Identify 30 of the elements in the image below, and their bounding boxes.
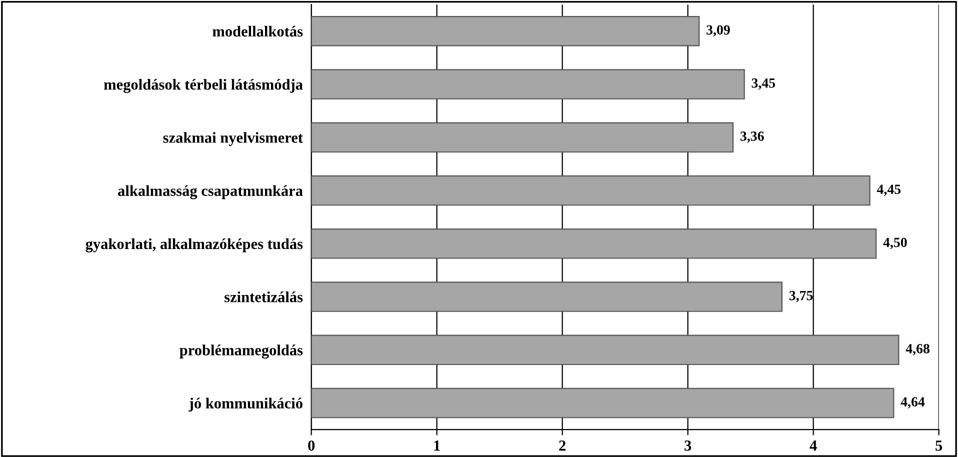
- y-tick-label: alkalmasság csapatmunkára: [118, 185, 303, 200]
- data-label: 4,64: [900, 397, 925, 409]
- data-label: 3,09: [706, 25, 730, 37]
- data-label: 4,68: [906, 344, 930, 356]
- data-label: 4,50: [883, 238, 907, 250]
- bar: [311, 122, 734, 153]
- bar: [311, 16, 700, 46]
- x-tick-label: 2: [559, 440, 566, 451]
- y-tick-label: gyakorlati, alkalmazóképes tudás: [86, 238, 303, 252]
- x-tick-label: 1: [434, 440, 440, 451]
- bar: [311, 228, 877, 259]
- y-tick-label: szakmai nyelvismeret: [163, 132, 303, 146]
- bar: [311, 388, 894, 418]
- x-tick-label: 3: [684, 440, 692, 451]
- bar: [311, 282, 783, 312]
- bar: [311, 175, 870, 206]
- x-tick-label: 5: [936, 440, 942, 451]
- y-tick-label: problémamegoldás: [180, 344, 303, 359]
- data-label: 3,36: [740, 132, 764, 143]
- data-label: 3,75: [789, 290, 813, 302]
- y-tick-label: jó kommunikáció: [188, 398, 302, 412]
- x-tick-label: 4: [810, 440, 817, 451]
- data-label: 4,45: [876, 184, 901, 196]
- x-tick-label: 0: [308, 440, 315, 451]
- y-tick-label: megoldások térbeli látásmódja: [104, 78, 303, 93]
- bar: [311, 69, 745, 100]
- y-tick-label: szintetizálás: [224, 291, 303, 302]
- y-tick-label: modellalkotás: [212, 26, 303, 37]
- bar: [311, 334, 900, 366]
- data-label: 3,45: [752, 78, 776, 90]
